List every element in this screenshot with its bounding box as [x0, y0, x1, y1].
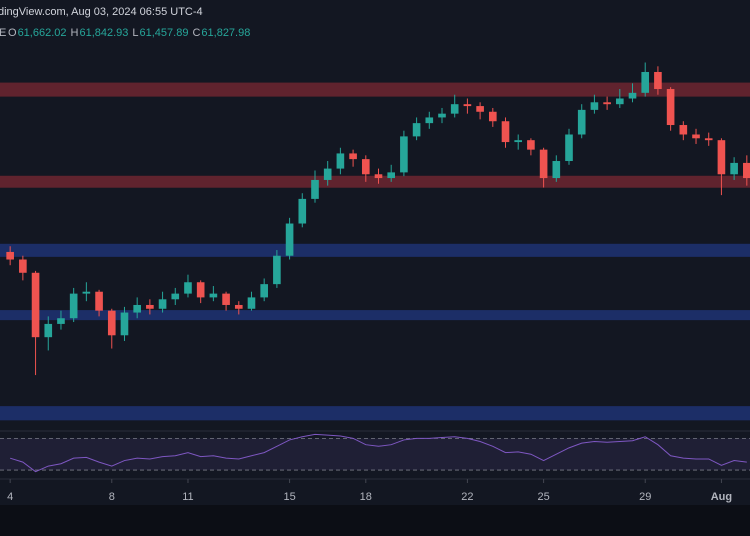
candle-body	[298, 198, 307, 224]
x-tick-label: 18	[360, 491, 372, 503]
x-tick-label: 11	[182, 491, 193, 503]
candle-body	[514, 140, 523, 143]
candle-body	[539, 149, 548, 179]
candle-body	[704, 138, 713, 141]
zones	[0, 82, 750, 421]
candle-body	[654, 71, 662, 90]
legend-label: H	[71, 27, 79, 39]
candle-body	[69, 293, 78, 319]
candle-body	[603, 102, 611, 105]
candle-body	[488, 111, 497, 122]
zone	[0, 310, 750, 321]
candle-body	[476, 106, 484, 112]
candle-body	[133, 304, 141, 313]
candle-body	[666, 89, 675, 126]
x-axis: 4 8 11 15 18 22 25 29 Aug	[7, 479, 732, 503]
symbol: E	[0, 27, 6, 39]
candle-body	[247, 297, 256, 309]
candle-body	[6, 251, 14, 260]
footer-band	[0, 505, 750, 536]
candle-body	[336, 153, 345, 169]
candle-body	[361, 159, 370, 175]
zone	[0, 82, 750, 97]
candle-body	[311, 179, 319, 199]
candle-body	[387, 172, 396, 179]
candle-body	[374, 174, 383, 179]
candle-body	[222, 293, 230, 305]
candle-body	[323, 168, 332, 180]
candle-body	[196, 282, 205, 298]
candle-body	[628, 92, 637, 99]
candle-body	[412, 123, 421, 137]
candle-body	[450, 104, 459, 114]
legend-label: C	[192, 27, 200, 39]
candle-body	[717, 140, 726, 175]
candle-body	[552, 161, 561, 179]
candle-body	[400, 136, 408, 173]
candle-body	[171, 293, 180, 300]
legend-value: 61,827.98	[201, 27, 250, 39]
x-tick-label: 4	[7, 491, 13, 503]
candle-body	[82, 291, 91, 294]
candle-body	[107, 310, 116, 336]
candle-body	[95, 291, 103, 311]
rsi-band	[0, 438, 750, 471]
candle-body	[146, 304, 154, 309]
legend-value: 61,662.02	[18, 27, 67, 39]
candle-body	[349, 153, 357, 160]
x-tick-label: 8	[109, 491, 115, 503]
x-tick-label: 29	[639, 491, 651, 503]
x-tick-label: 25	[537, 491, 549, 503]
candle-body	[44, 323, 53, 338]
candle-body	[234, 304, 243, 309]
legend-value: 61,842.93	[79, 27, 128, 39]
candle-body	[438, 113, 446, 118]
candle-body	[577, 109, 586, 135]
candle-body	[57, 318, 65, 324]
candle-body	[527, 140, 535, 150]
candle-body	[501, 121, 510, 143]
zone	[0, 243, 750, 257]
x-tick-label: 15	[283, 491, 295, 503]
candle-body	[184, 282, 192, 294]
legend-value: 61,457.89	[140, 27, 189, 39]
candle-body	[31, 272, 40, 338]
candle-body	[425, 117, 434, 124]
header: dingView.com, Aug 03, 2024 06:55 UTC-4	[0, 6, 203, 18]
candle-body	[565, 134, 573, 162]
candle-body	[273, 255, 281, 285]
candles	[6, 62, 750, 376]
candle-body	[158, 299, 167, 309]
x-tick-label: Aug	[711, 491, 732, 503]
ohlc-legend: E O 61,662.02 H 61,842.93 L 61,457.89 C 61,827.…	[0, 27, 250, 39]
zone	[0, 175, 750, 188]
candle-body	[209, 293, 218, 298]
candle-body	[679, 125, 688, 135]
candle-body	[463, 104, 472, 107]
candle-body	[616, 98, 624, 105]
legend-label: L	[132, 27, 138, 39]
candle-body	[730, 162, 738, 175]
candle-body	[285, 223, 294, 256]
candle-body	[743, 162, 750, 179]
x-tick-label: 22	[461, 491, 473, 503]
zone	[0, 406, 750, 421]
rsi-pane	[0, 433, 750, 473]
legend-label: O	[8, 27, 17, 39]
candle-body	[692, 134, 700, 139]
candle-body	[120, 312, 129, 336]
candle-body	[641, 71, 650, 93]
candle-body	[19, 259, 27, 273]
candle-body	[260, 284, 268, 298]
rsi-line	[10, 433, 747, 473]
candle-body	[590, 102, 599, 110]
